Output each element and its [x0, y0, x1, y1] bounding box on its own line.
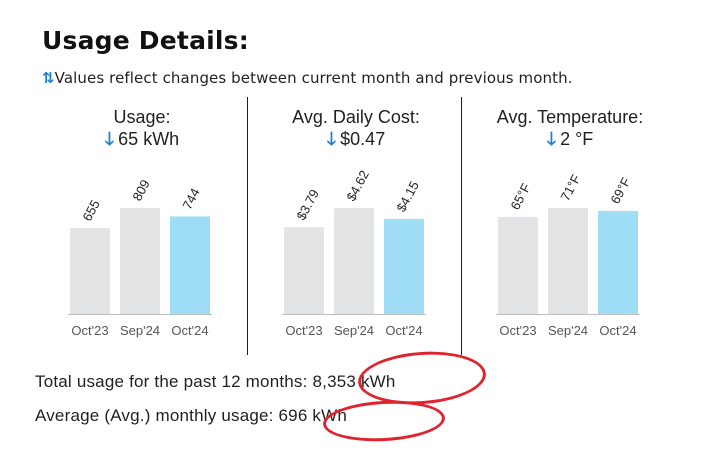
bar-oct23: [70, 228, 110, 314]
data-label: 809: [129, 177, 152, 203]
avg-usage-value: 696 kWh: [278, 406, 348, 425]
tick-label: Oct'24: [599, 323, 636, 338]
temperature-panel: Avg. Temperature: 🡓 2 °F 65°F Oct'23 71°F Se…: [464, 102, 676, 352]
usage-panel: Usage: 🡓 65 kWh 655 Oct'23 809 Sep'24 744 Oct'…: [36, 102, 248, 352]
data-label: 744: [179, 186, 202, 212]
data-label: $3.79: [293, 187, 322, 223]
tick-label: Sep'24: [548, 323, 588, 338]
panel-heading: Usage:: [113, 107, 171, 127]
panel-change: 🡓 $0.47: [250, 128, 462, 150]
data-label: 65°F: [507, 181, 533, 212]
page-title: Usage Details:: [42, 26, 249, 55]
data-label: $4.62: [343, 168, 372, 204]
data-label: 71°F: [557, 172, 583, 203]
data-label: 69°F: [607, 175, 633, 206]
panel-heading: Avg. Temperature:: [496, 107, 644, 127]
note: ⇅Values reflect changes between current …: [42, 69, 573, 87]
panel-change-value: 2 °F: [560, 129, 594, 149]
tick-label: Oct'23: [285, 323, 322, 338]
avg-usage-label: Average (Avg.) monthly usage:: [35, 406, 274, 425]
tick-label: Oct'23: [499, 323, 536, 338]
bar-oct24: [598, 210, 638, 314]
total-usage-line: Total usage for the past 12 months: 8,35…: [35, 372, 396, 392]
tick-label: Oct'23: [71, 323, 108, 338]
bar-oct24: [170, 216, 210, 314]
panel-change-value: $0.47: [340, 129, 386, 149]
bar-chart: 65°F Oct'23 71°F Sep'24 69°F Oct'24: [496, 172, 640, 338]
highlight-circle-total: [356, 347, 488, 409]
data-label: 655: [79, 197, 102, 223]
bar-chart: 655 Oct'23 809 Sep'24 744 Oct'24: [68, 177, 212, 338]
panel-heading: Avg. Daily Cost:: [292, 107, 420, 127]
up-down-arrows-icon: ⇅: [42, 69, 55, 87]
bar-chart: $3.79 Oct'23 $4.62 Sep'24 $4.15 Oct'24: [282, 168, 426, 338]
down-arrow-icon: 🡓: [546, 129, 557, 149]
total-usage-label: Total usage for the past 12 months:: [35, 372, 308, 391]
highlight-circle-avg: [322, 397, 446, 445]
divider: [461, 97, 462, 355]
bar-oct23: [498, 216, 538, 314]
tick-label: Sep'24: [120, 323, 160, 338]
down-arrow-icon: 🡓: [326, 129, 337, 149]
note-text: Values reflect changes between current m…: [54, 69, 573, 87]
bar-oct24: [384, 218, 424, 314]
divider: [247, 97, 248, 355]
bar-sep24: [548, 207, 588, 314]
total-usage-value: 8,353 kWh: [312, 372, 396, 391]
cost-panel: Avg. Daily Cost: 🡓 $0.47 $3.79 Oct'23 $4.62…: [250, 102, 462, 352]
tick-label: Oct'24: [171, 323, 208, 338]
tick-label: Sep'24: [334, 323, 374, 338]
avg-usage-line: Average (Avg.) monthly usage: 696 kWh: [35, 406, 347, 426]
down-arrow-icon: 🡓: [104, 129, 115, 149]
bar-oct23: [284, 227, 324, 314]
panel-change: 🡓 2 °F: [464, 128, 676, 150]
bar-sep24: [120, 207, 160, 314]
data-label: $4.15: [393, 179, 422, 215]
panel-change: 🡓 65 kWh: [36, 128, 248, 150]
panel-change-value: 65 kWh: [118, 129, 180, 149]
bar-sep24: [334, 208, 374, 314]
tick-label: Oct'24: [385, 323, 422, 338]
